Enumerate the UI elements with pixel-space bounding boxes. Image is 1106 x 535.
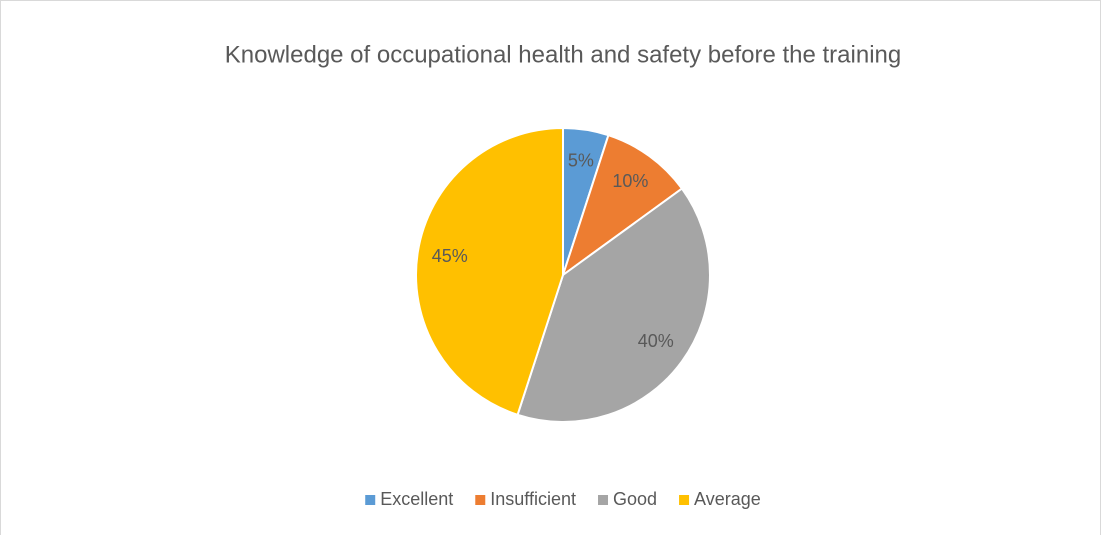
data-label: 10%: [612, 171, 648, 191]
pie-slice: [415, 126, 564, 417]
legend-swatch: [475, 495, 486, 505]
legend-label: Insufficient: [490, 489, 576, 509]
legend-label: Good: [613, 489, 657, 509]
legend-swatch: [365, 495, 376, 505]
pie-slice: [561, 133, 684, 278]
pie-slice: [516, 187, 711, 423]
data-label: 45%: [432, 246, 468, 266]
legend-swatch: [679, 495, 690, 505]
legend-label: Excellent: [380, 489, 453, 509]
data-label: 5%: [568, 151, 594, 171]
legend-swatch: [598, 495, 609, 505]
legend-label: Average: [694, 489, 761, 509]
data-label: 40%: [638, 331, 674, 351]
chart-title: Knowledge of occupational health and saf…: [225, 41, 901, 68]
